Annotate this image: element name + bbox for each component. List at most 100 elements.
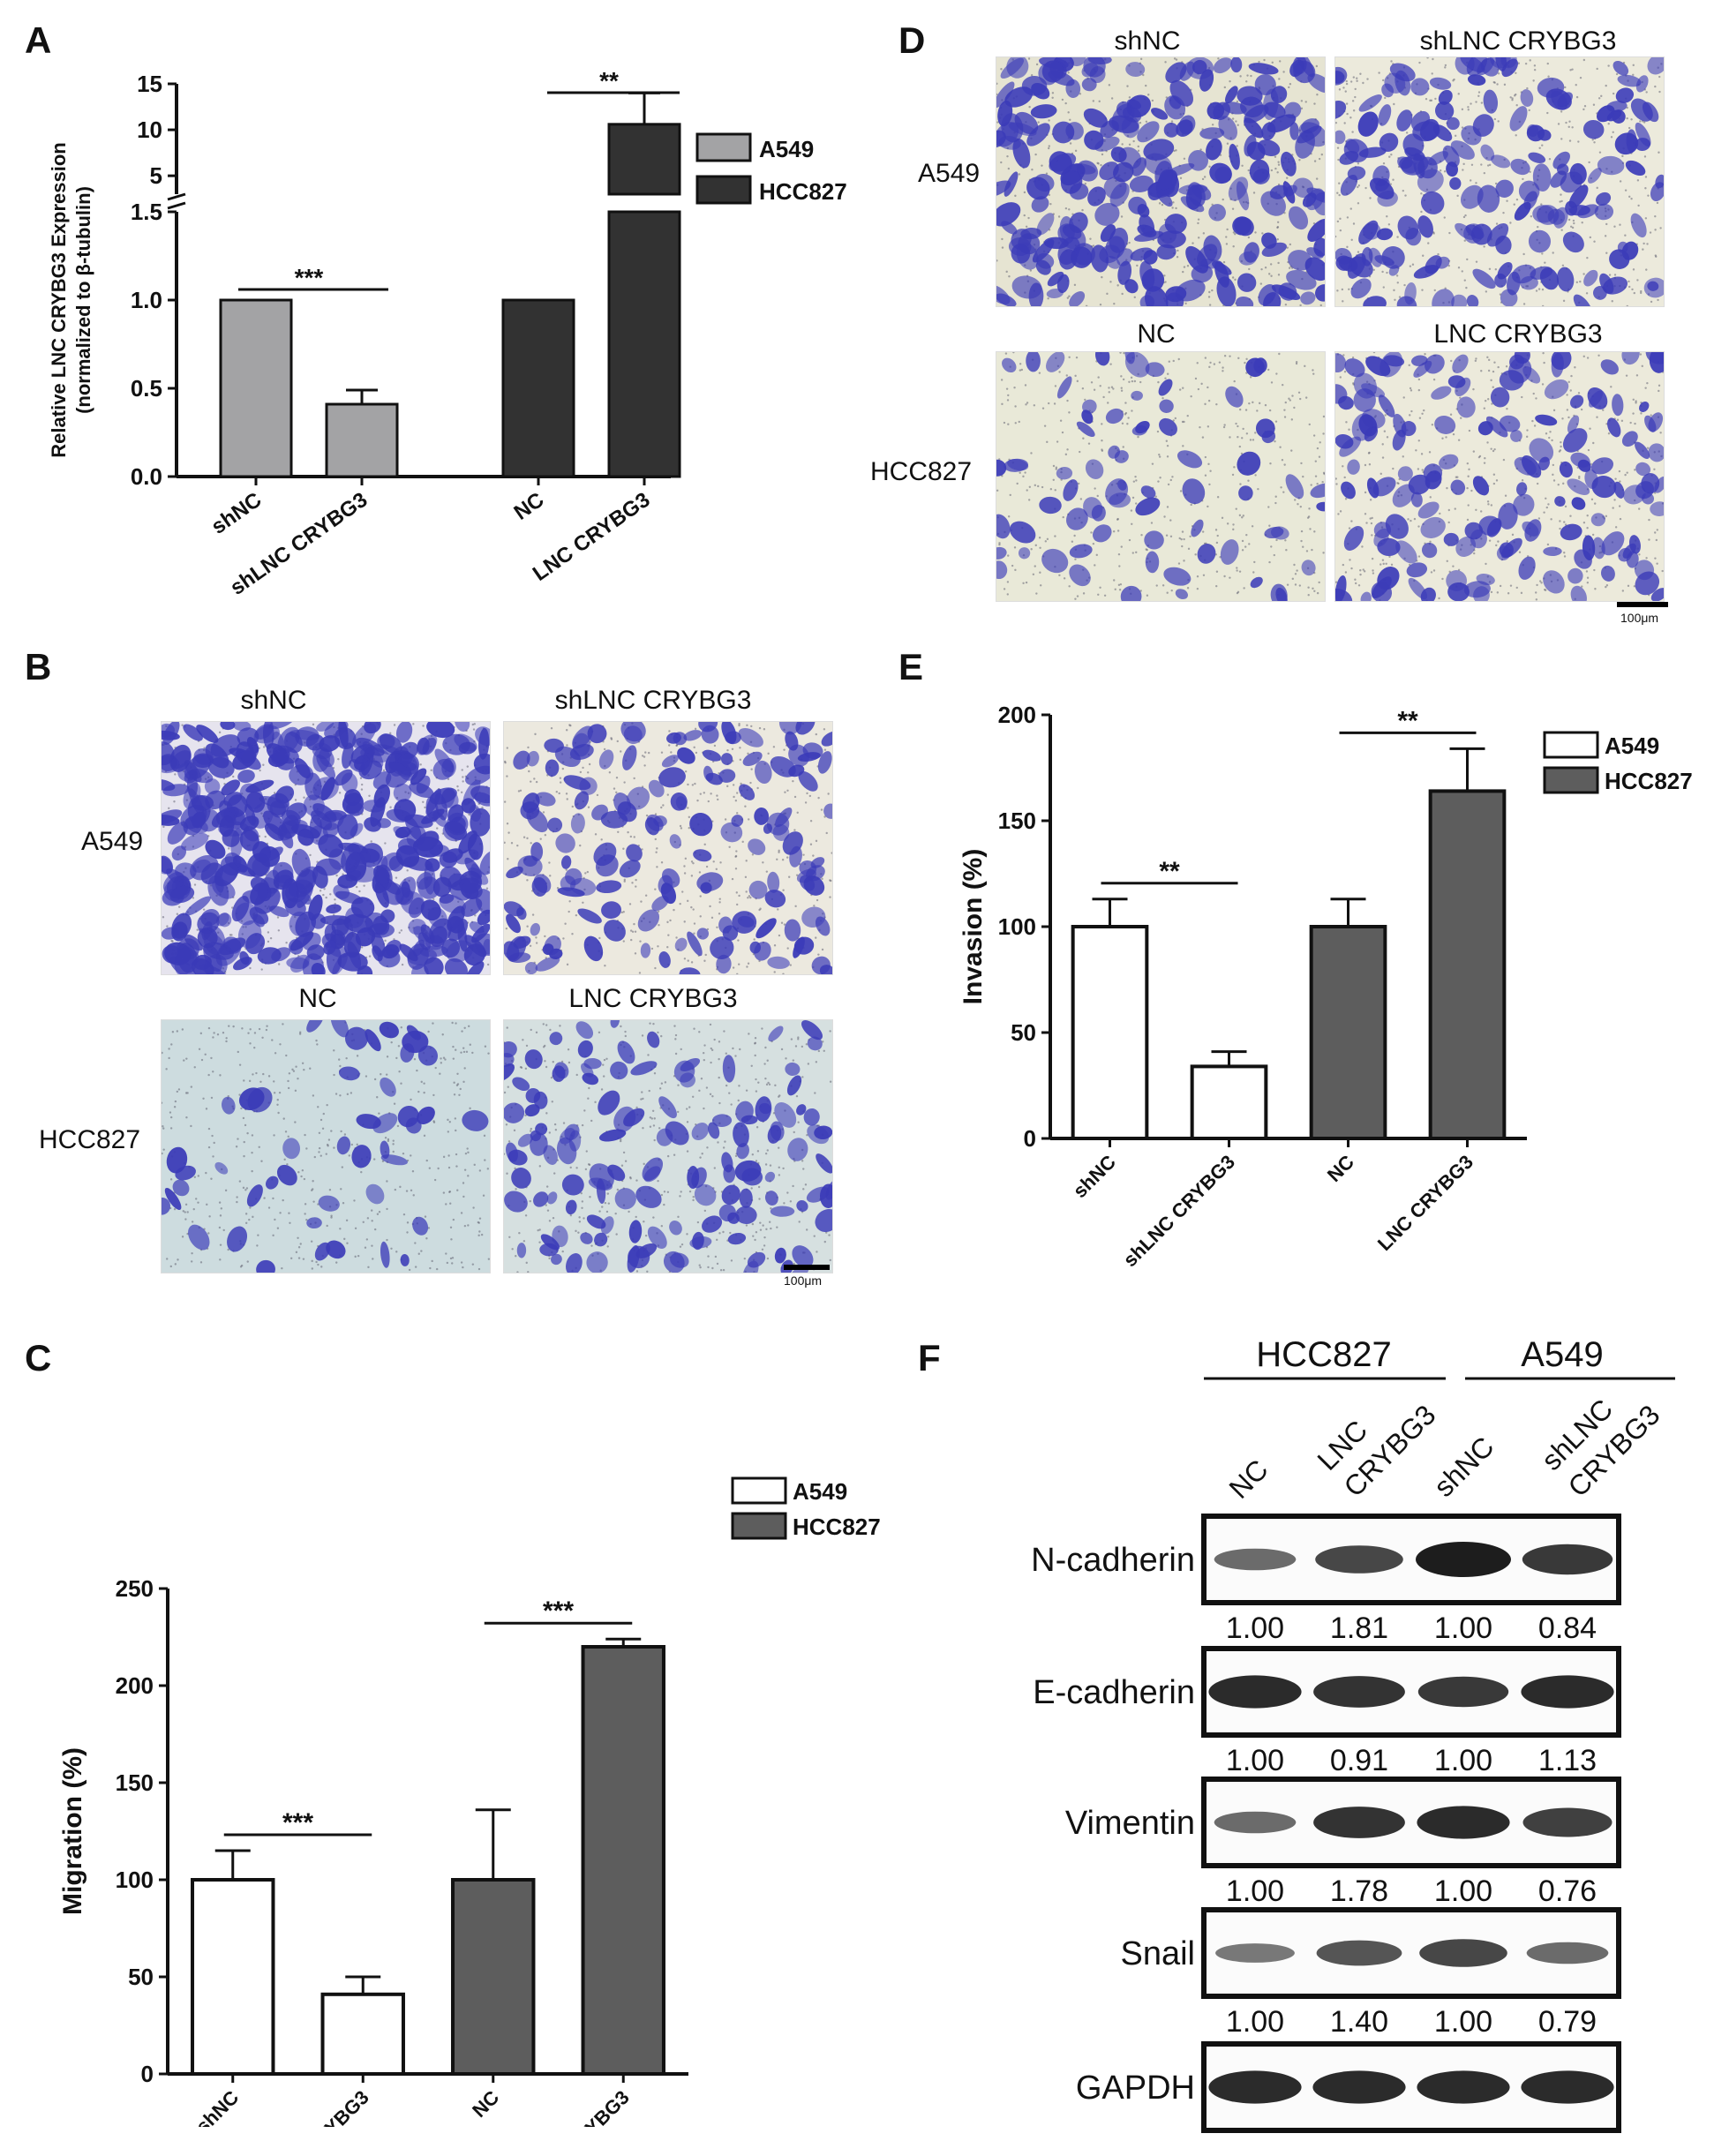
pore <box>434 1066 437 1070</box>
pore <box>660 1034 663 1038</box>
pore <box>709 1023 712 1026</box>
pore <box>1575 83 1577 86</box>
pore <box>1372 352 1376 354</box>
stained-cell <box>1135 497 1161 516</box>
pore <box>262 763 265 766</box>
stained-cell <box>742 751 763 767</box>
pore <box>282 1198 284 1202</box>
pore <box>1027 216 1030 220</box>
pore <box>1511 97 1514 100</box>
pore <box>510 842 514 845</box>
pore <box>465 1050 469 1054</box>
pore <box>1567 218 1571 222</box>
pore <box>1610 136 1613 139</box>
pore <box>274 1052 277 1055</box>
stained-cell <box>786 1075 802 1096</box>
pore <box>1176 256 1179 259</box>
pore <box>1130 509 1133 512</box>
pore <box>1252 192 1256 194</box>
pore <box>1496 83 1499 86</box>
pore <box>1636 179 1640 182</box>
pore <box>823 1049 825 1052</box>
pore <box>190 1124 192 1128</box>
stained-cell <box>1451 294 1468 306</box>
pore <box>1628 195 1631 199</box>
pore <box>1259 282 1263 285</box>
stained-cell <box>504 1053 515 1067</box>
stained-cell <box>996 514 1011 539</box>
stained-cell <box>792 1245 814 1268</box>
pore <box>1097 593 1100 596</box>
pore <box>392 1139 395 1142</box>
pore <box>412 723 415 725</box>
stained-cell <box>291 848 311 877</box>
pore <box>1345 79 1348 83</box>
stained-cell <box>442 848 463 863</box>
pore <box>1243 587 1245 590</box>
pore <box>1475 101 1477 103</box>
pore <box>558 792 560 795</box>
pore <box>1000 68 1003 71</box>
pore <box>575 1229 577 1233</box>
stained-cell <box>1460 184 1484 209</box>
pore <box>759 1221 762 1224</box>
pore <box>1208 304 1212 306</box>
pore <box>219 1258 222 1261</box>
stained-cell <box>1109 182 1130 207</box>
pore <box>1339 229 1342 232</box>
stained-cell <box>1509 106 1528 131</box>
pore <box>1047 297 1049 300</box>
pore <box>1254 231 1257 234</box>
pore <box>1159 477 1161 479</box>
stained-cell <box>205 839 226 860</box>
pore <box>313 1155 316 1159</box>
pore <box>436 827 439 830</box>
stained-cell <box>533 1191 549 1207</box>
scale-label-b: 100μm <box>784 1273 823 1288</box>
pore <box>1596 67 1598 71</box>
pore <box>756 786 759 790</box>
stained-cell <box>1417 169 1444 193</box>
stained-cell <box>380 1077 396 1097</box>
pore <box>705 1086 709 1089</box>
pore <box>544 935 546 938</box>
stained-cell <box>297 883 314 908</box>
pore <box>1461 108 1464 111</box>
significance-label: ** <box>1159 857 1180 886</box>
pore <box>1289 243 1292 246</box>
pore <box>1068 585 1071 588</box>
stained-cell <box>1358 146 1387 158</box>
pore <box>1234 233 1237 236</box>
col-label-d-lnc: LNC CRYBG3 <box>1433 319 1603 349</box>
pore <box>469 1043 471 1046</box>
pore <box>202 1097 205 1100</box>
pore <box>1163 274 1166 277</box>
pore <box>699 1156 702 1159</box>
pore <box>1124 402 1127 404</box>
pore <box>251 1151 253 1154</box>
stained-cell <box>289 931 314 951</box>
pore <box>507 1140 511 1143</box>
pore <box>732 784 735 786</box>
pore <box>1314 475 1318 477</box>
pore <box>1127 417 1130 419</box>
pore <box>1048 119 1050 122</box>
pore <box>1126 423 1129 425</box>
pore <box>1081 208 1084 212</box>
pore <box>821 877 823 881</box>
pore <box>673 1025 676 1027</box>
pore <box>1154 495 1157 498</box>
pore <box>1552 252 1554 254</box>
pore <box>1035 63 1039 66</box>
pore <box>1384 96 1387 100</box>
pore <box>1175 149 1177 152</box>
pore <box>462 1266 464 1269</box>
pore <box>598 1031 601 1034</box>
pore <box>1183 157 1186 161</box>
pore <box>471 1263 475 1266</box>
stained-cell <box>658 767 686 788</box>
stained-cell <box>535 792 556 807</box>
pore <box>1189 535 1192 538</box>
pore <box>1074 558 1077 560</box>
stained-cell <box>1285 474 1304 500</box>
